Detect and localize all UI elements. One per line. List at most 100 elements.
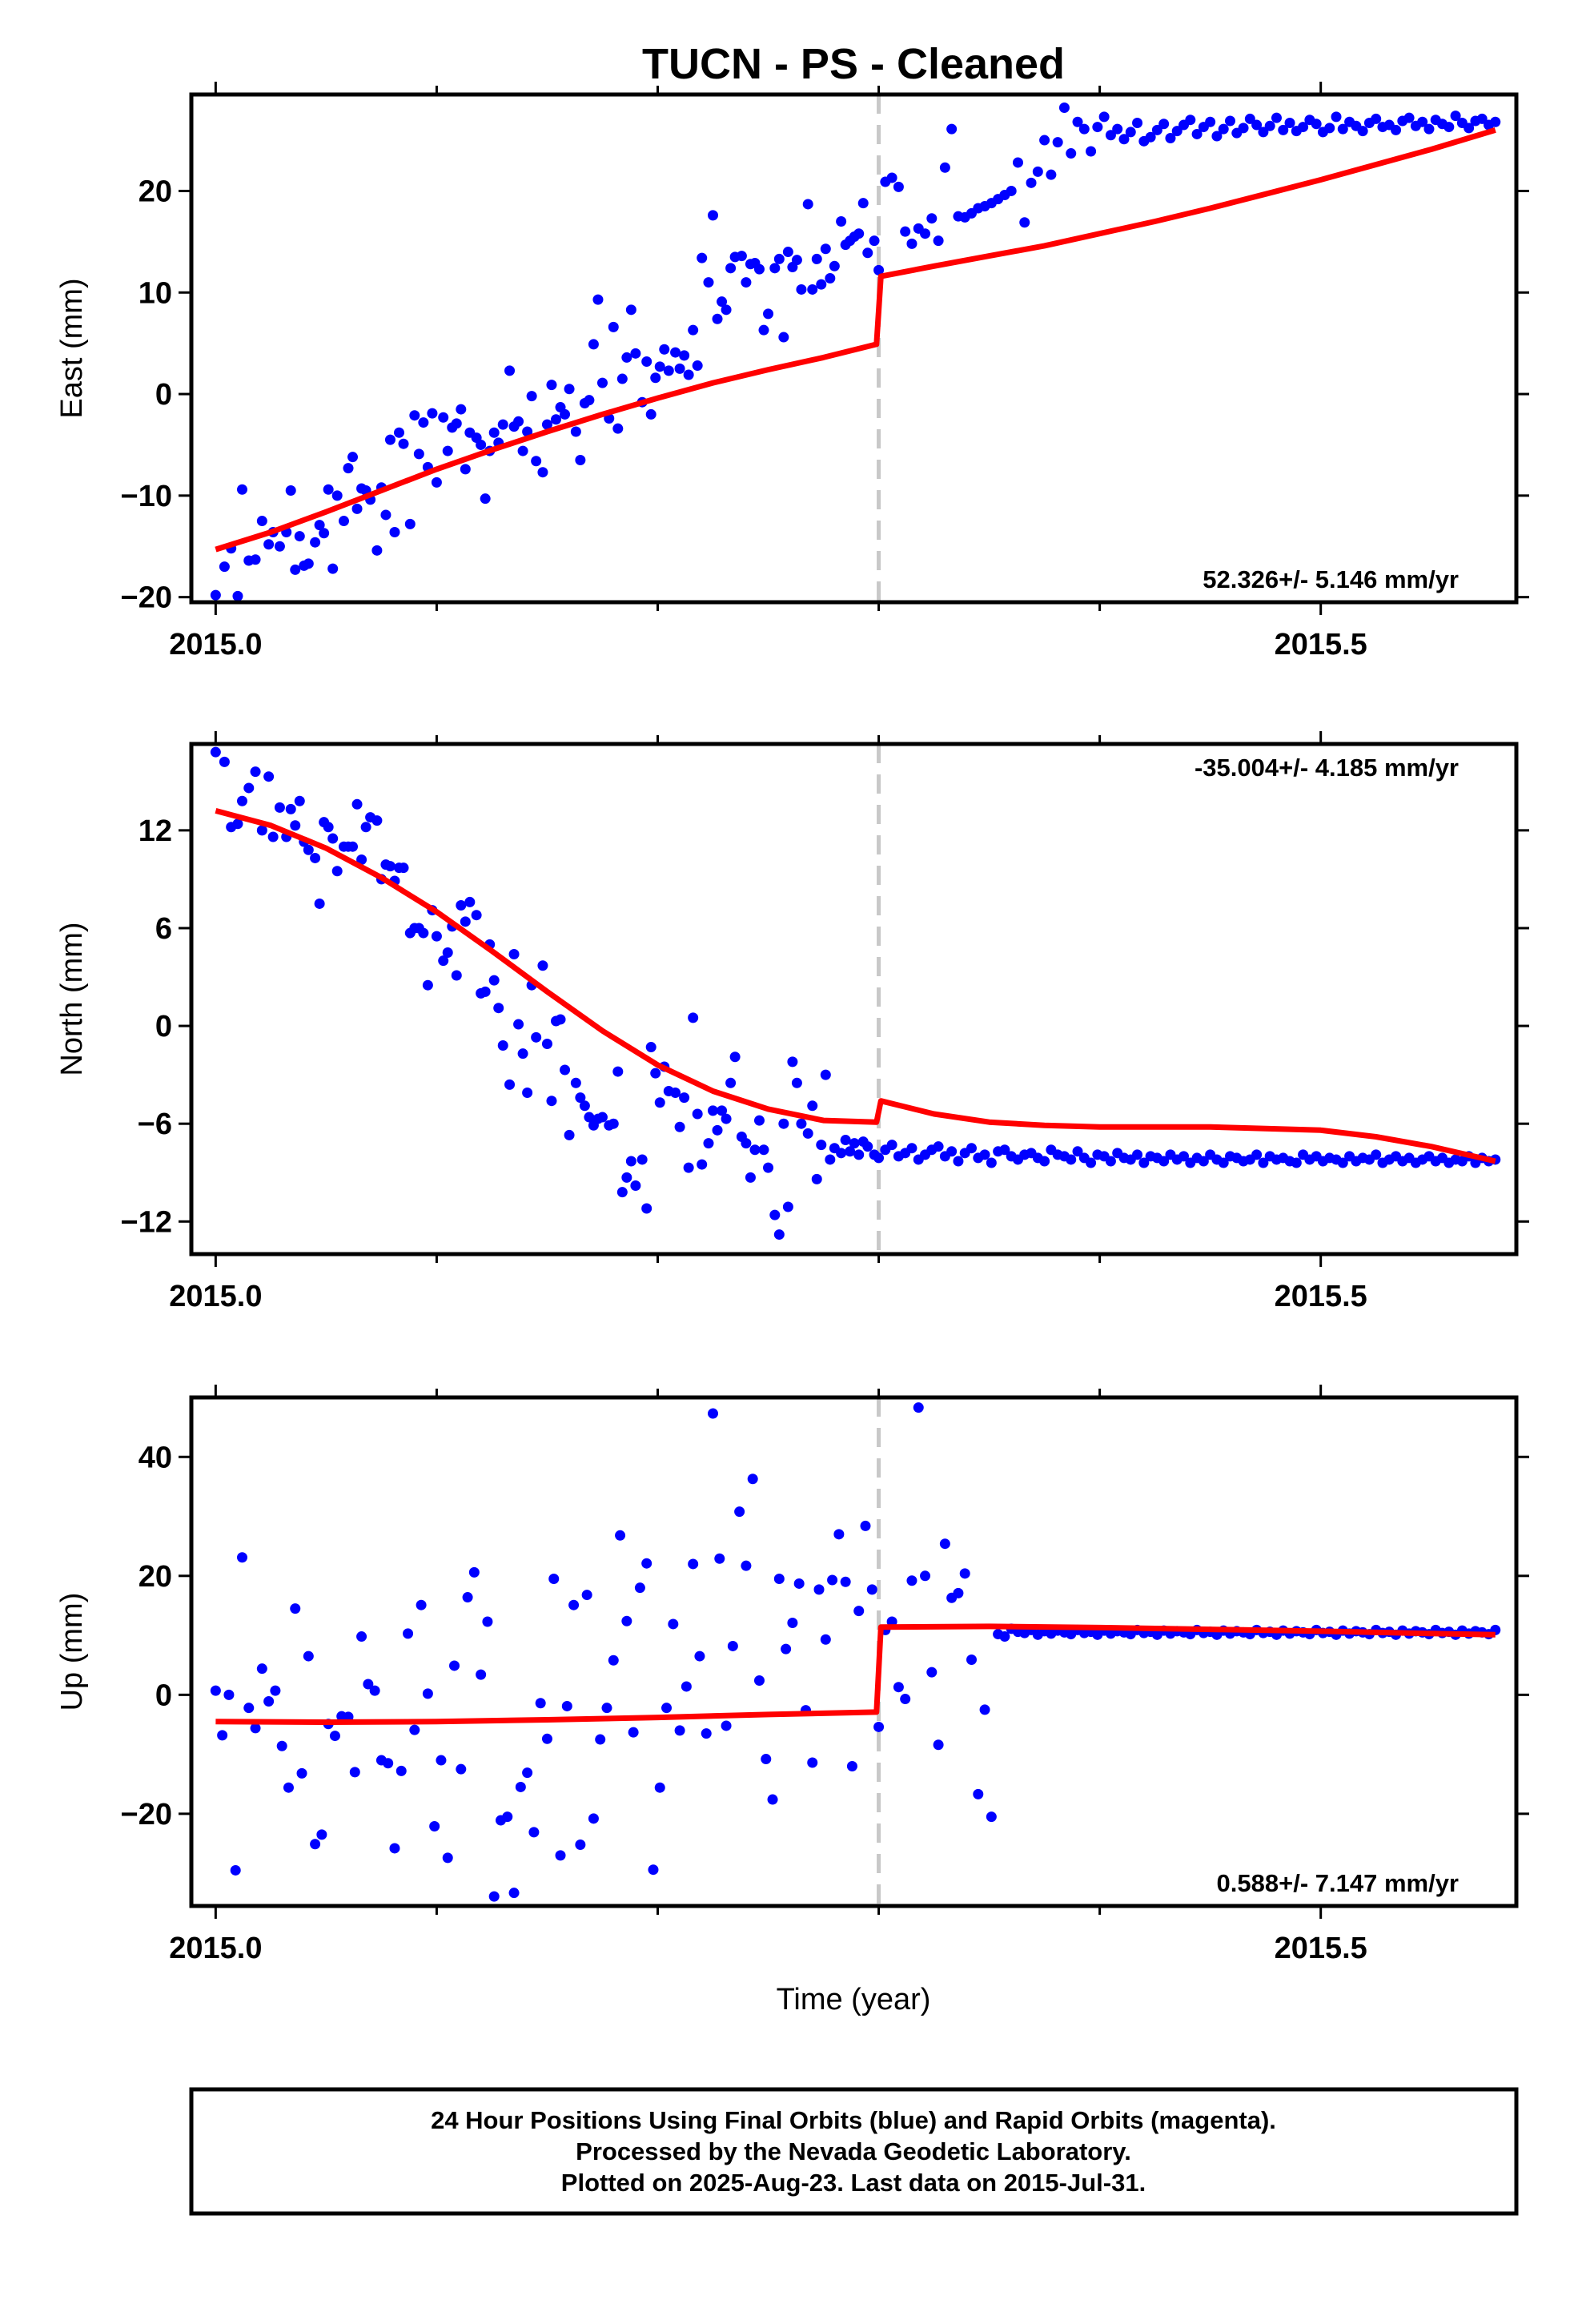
data-point (575, 1839, 586, 1851)
data-point (753, 1675, 765, 1687)
data-point (347, 452, 359, 463)
data-point (263, 539, 275, 550)
data-point (648, 1864, 659, 1876)
data-point (1026, 177, 1037, 188)
data-point (650, 1068, 661, 1079)
data-point (1086, 1157, 1097, 1168)
data-point (349, 1767, 360, 1778)
data-point (840, 1135, 851, 1146)
data-point (303, 1651, 314, 1662)
data-point (694, 1651, 705, 1662)
data-point (438, 955, 449, 967)
data-point (460, 916, 471, 927)
data-point (608, 1655, 619, 1666)
data-point (564, 384, 575, 395)
data-point (464, 896, 476, 907)
data-point (601, 1703, 612, 1714)
data-point (331, 866, 343, 877)
plot-frame (189, 1395, 1519, 1908)
data-point (802, 199, 813, 210)
data-point (522, 1767, 533, 1779)
data-point (546, 1096, 557, 1107)
data-point (427, 408, 438, 419)
data-point (654, 1782, 665, 1793)
data-point (796, 283, 807, 295)
data-point (380, 509, 391, 521)
data-point (371, 815, 383, 826)
data-point (531, 456, 542, 467)
data-point (999, 1144, 1010, 1156)
data-point (753, 1115, 765, 1126)
y-axis-label: East (mm) (55, 278, 89, 418)
data-point (836, 1148, 847, 1159)
footer-line-2: Processed by the Nevada Geodetic Laborat… (576, 2137, 1131, 2165)
data-point (615, 1530, 626, 1541)
data-point (371, 545, 383, 556)
data-point (456, 899, 467, 911)
data-point (517, 445, 528, 456)
data-point (893, 181, 904, 192)
data-point (555, 1850, 566, 1861)
data-point (668, 1618, 679, 1630)
data-point (721, 1113, 732, 1124)
data-point (926, 1667, 938, 1678)
data-point (236, 484, 247, 495)
data-point (504, 1079, 516, 1090)
data-point (825, 273, 836, 284)
data-point (219, 561, 230, 573)
data-point (862, 247, 873, 259)
x-tick-label: 2015.5 (1275, 1280, 1367, 1313)
data-point (438, 412, 449, 423)
data-point (592, 294, 604, 305)
data-point (1138, 1157, 1150, 1168)
data-point (476, 1669, 487, 1680)
data-point (1291, 1157, 1302, 1168)
data-point (621, 1172, 632, 1183)
data-point (807, 283, 818, 295)
data-point (476, 439, 487, 450)
data-point (398, 862, 409, 874)
data-point (1039, 1156, 1050, 1167)
data-point (641, 356, 652, 367)
data-point (634, 1582, 645, 1594)
data-point (717, 296, 728, 308)
data-point (232, 818, 243, 830)
data-point (456, 404, 467, 415)
data-point (749, 1144, 761, 1156)
plot-frame (189, 742, 1519, 1256)
data-point (939, 162, 950, 173)
data-point (946, 123, 958, 135)
data-point (729, 1051, 741, 1063)
data-point (409, 410, 420, 421)
data-point (1423, 123, 1435, 135)
data-point (243, 1703, 255, 1714)
data-point (323, 484, 334, 495)
data-point (210, 589, 221, 601)
data-point (404, 518, 416, 529)
data-point (584, 395, 595, 406)
data-point (663, 365, 674, 376)
data-point (1244, 113, 1255, 124)
data-point (773, 253, 785, 264)
x-tick-label: 2015.0 (169, 1280, 262, 1313)
data-point (1132, 118, 1143, 129)
data-point (1072, 1146, 1083, 1157)
data-point (816, 279, 827, 290)
data-point (630, 348, 641, 359)
data-point (488, 1891, 500, 1902)
data-point (1198, 1156, 1209, 1167)
data-point (763, 308, 774, 320)
data-point (596, 1112, 608, 1123)
data-point (294, 531, 305, 542)
x-axis-label: Time (year) (777, 1983, 931, 2016)
data-point (845, 1146, 856, 1157)
x-tick-label: 2015.0 (169, 1932, 262, 1965)
data-point (1092, 122, 1103, 133)
y-axis-label: Up (mm) (55, 1593, 89, 1711)
data-point (230, 1864, 241, 1876)
data-point (274, 802, 285, 813)
data-point (416, 1599, 427, 1610)
data-point (753, 263, 765, 275)
data-point (1371, 1149, 1382, 1160)
data-point (1046, 169, 1057, 180)
